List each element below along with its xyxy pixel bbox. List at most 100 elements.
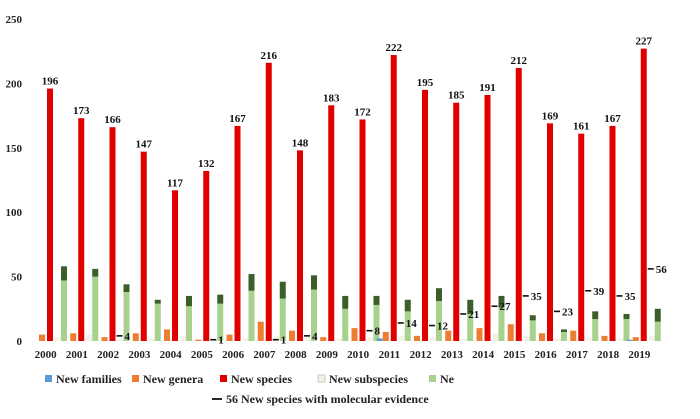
bar-new-genera	[164, 329, 170, 341]
bar-stack-upper	[436, 288, 442, 302]
bar-stack-lower	[92, 276, 99, 341]
bar-stack-lower	[436, 301, 442, 341]
bar-stack-lower	[654, 321, 661, 341]
bar-new-subspecies	[117, 338, 124, 341]
molecular-data-label: 21	[468, 309, 479, 321]
bar-new-species	[328, 105, 335, 342]
bar-stack-upper	[561, 329, 567, 332]
bar-stack-lower	[154, 303, 161, 341]
bar-new-species	[453, 102, 460, 341]
bar-new-genera	[632, 337, 639, 341]
bar-new-genera	[351, 328, 358, 341]
x-tick-label: 2011	[379, 349, 400, 361]
species-data-label: 148	[292, 137, 309, 149]
bar-stack-upper	[154, 299, 161, 304]
bar-stack-lower	[623, 319, 630, 341]
species-data-label: 216	[261, 50, 278, 62]
y-axis: 0 50 100 150 200 250	[6, 14, 23, 348]
bar-new-genera	[39, 334, 45, 341]
bar-new-genera	[539, 333, 545, 341]
bar-stack-lower	[248, 290, 255, 341]
x-tick-label: 2013	[441, 349, 464, 361]
bar-new-subspecies	[367, 337, 374, 341]
molecular-data-label: 35	[625, 291, 637, 303]
bar-stack-upper	[61, 266, 67, 281]
bar-new-genera	[320, 337, 327, 341]
x-tick-label: 2009	[316, 349, 339, 361]
x-tick-label: 2000	[35, 349, 58, 361]
bar-stack-upper	[623, 313, 630, 320]
bar-new-species	[359, 119, 366, 342]
bar-stack-lower	[498, 307, 505, 341]
legend: New families New genera New species New sub…	[45, 372, 455, 406]
species-data-label: 196	[42, 76, 59, 88]
bar-new-species	[234, 125, 241, 342]
x-tick-label: 2006	[222, 349, 245, 361]
legend-label: New families	[56, 372, 122, 386]
bar-new-genera	[476, 328, 483, 341]
x-tick-label: 2010	[347, 349, 370, 361]
species-data-label: 212	[511, 55, 528, 67]
bar-stack-upper	[529, 315, 536, 321]
legend-swatch	[317, 374, 326, 383]
bar-stack-lower	[467, 313, 474, 341]
x-tick-label: 2014	[472, 349, 495, 361]
x-tick-label: 2016	[535, 349, 558, 361]
bar-new-genera	[195, 339, 202, 341]
bar-new-genera	[601, 335, 608, 341]
legend-swatch	[429, 375, 436, 382]
molecular-data-label: 1	[218, 335, 224, 347]
x-tick-label: 2018	[597, 349, 620, 361]
x-tick-label: 2008	[285, 349, 308, 361]
species-data-label: 185	[448, 90, 465, 102]
wechat-icon	[522, 376, 540, 394]
data-labels: 196 173 166 147 117 132 167 216 148 183 172 222 195 1…	[42, 36, 653, 190]
bar-new-species	[640, 48, 647, 342]
species-data-label: 183	[323, 92, 340, 104]
bar-new-genera	[101, 337, 108, 341]
bar-new-species	[203, 170, 210, 341]
bar-stack-lower	[61, 280, 67, 341]
bar-stack-upper	[311, 275, 317, 290]
bar-stack-lower	[311, 289, 317, 341]
bar-new-genera	[445, 330, 452, 341]
bar-new-species	[140, 151, 147, 341]
bar-new-subspecies	[492, 333, 499, 341]
bar-new-subspecies	[148, 338, 155, 341]
bar-stack-upper	[217, 294, 224, 304]
bar-new-subspecies	[648, 335, 655, 341]
x-tick-label: 2012	[410, 349, 433, 361]
bar-new-subspecies	[461, 338, 468, 341]
bar-stack-lower	[186, 306, 192, 341]
bar-stack-upper	[592, 311, 599, 320]
bar-stack-lower	[123, 292, 130, 341]
bar-new-species	[390, 55, 397, 342]
molecular-data-label: 39	[593, 286, 605, 298]
bar-new-subspecies	[617, 338, 624, 341]
bar-new-subspecies	[305, 337, 311, 341]
bar-stack-lower	[592, 319, 599, 341]
species-data-label: 173	[73, 105, 90, 117]
x-tick-label: 2002	[97, 349, 120, 361]
bar-new-species	[109, 127, 116, 341]
bar-stack-upper	[467, 299, 474, 314]
species-data-label: 195	[417, 77, 434, 89]
species-data-label: 166	[104, 114, 121, 126]
bar-new-species	[609, 125, 616, 342]
bar-new-subspecies	[180, 335, 186, 341]
bar-stack-upper	[498, 295, 505, 308]
legend-label: Ne	[440, 372, 455, 386]
bar-new-genera	[226, 334, 233, 341]
bar-new-species	[172, 190, 178, 341]
bars	[39, 48, 661, 342]
bar-stack-upper	[92, 268, 99, 277]
legend-swatch	[45, 375, 52, 382]
y-tick-label: 150	[6, 143, 23, 155]
watermark: 上海辰山植物标本馆CSH	[522, 376, 688, 394]
species-data-label: 132	[198, 158, 215, 170]
bar-new-subspecies	[586, 337, 593, 341]
bar-stack-lower	[279, 298, 286, 341]
species-data-label: 227	[636, 36, 653, 48]
species-data-label: 172	[354, 106, 371, 118]
bar-new-genera	[570, 330, 577, 341]
